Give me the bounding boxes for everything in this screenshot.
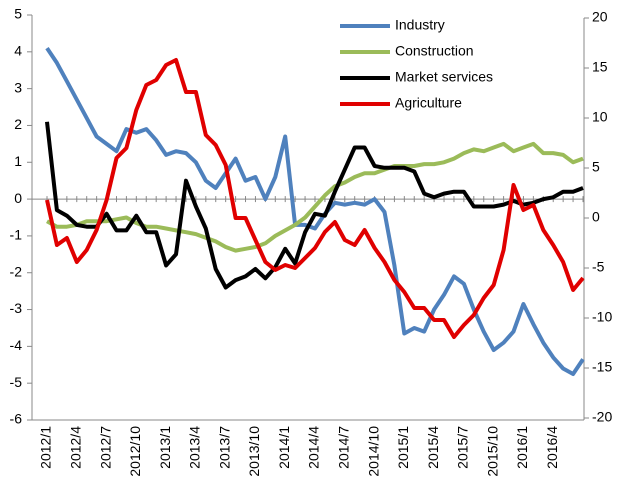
y2-tick-label: 0 [592,209,600,225]
x-tick-label: 2012/4 [67,426,83,469]
x-tick-label: 2013/4 [187,426,203,469]
x-tick-label: 2015/1 [395,426,411,469]
x-tick-label: 2016/4 [544,426,560,469]
x-tick-label: 2012/10 [127,426,143,477]
legend-label: Market services [395,69,493,85]
y2-tick-label: -20 [592,409,612,425]
series-line [46,141,584,253]
x-tick-label: 2014/4 [306,426,322,469]
x-tick-label: 2013/10 [246,426,262,477]
x-tick-label: 2015/4 [425,426,441,469]
x-tick-label: 2015/7 [455,426,471,469]
y-tick-label: -1 [10,227,23,243]
y-tick-label: -4 [10,337,23,353]
series-line [45,121,584,290]
y2-tick-label: 10 [592,109,608,125]
y-tick-label: 4 [14,43,22,59]
y-tick-label: 1 [14,153,22,169]
x-tick-label: 2012/1 [38,426,54,469]
y2-tick-label: 5 [592,159,600,175]
y-tick-label: -3 [10,300,23,316]
y2-tick-label: 15 [592,59,608,75]
x-tick-label: 2013/7 [216,426,232,469]
legend-label: Agriculture [395,95,462,111]
y-tick-label: -5 [10,374,23,390]
series-line [45,58,585,339]
x-tick-label: 2012/7 [97,426,113,469]
series-line [45,46,585,376]
y-tick-label: 0 [14,190,22,206]
y2-tick-label: 20 [592,9,608,25]
y2-tick-label: -5 [592,259,605,275]
x-tick-label: 2014/1 [276,426,292,469]
y-tick-label: -2 [10,263,23,279]
x-tick-label: 2014/7 [335,426,351,469]
x-tick-label: 2015/10 [484,426,500,477]
y2-tick-label: -10 [592,309,612,325]
y-tick-label: -6 [10,411,23,427]
x-tick-label: 2014/10 [365,426,381,477]
y-tick-label: 3 [14,79,22,95]
x-tick-label: 2013/1 [157,426,173,469]
x-tick-label: 2016/1 [514,426,530,469]
y-tick-label: 2 [14,116,22,132]
y2-tick-label: -15 [592,359,612,375]
legend-label: Industry [395,17,445,33]
legend-label: Construction [395,43,474,59]
y-tick-label: 5 [14,6,22,22]
